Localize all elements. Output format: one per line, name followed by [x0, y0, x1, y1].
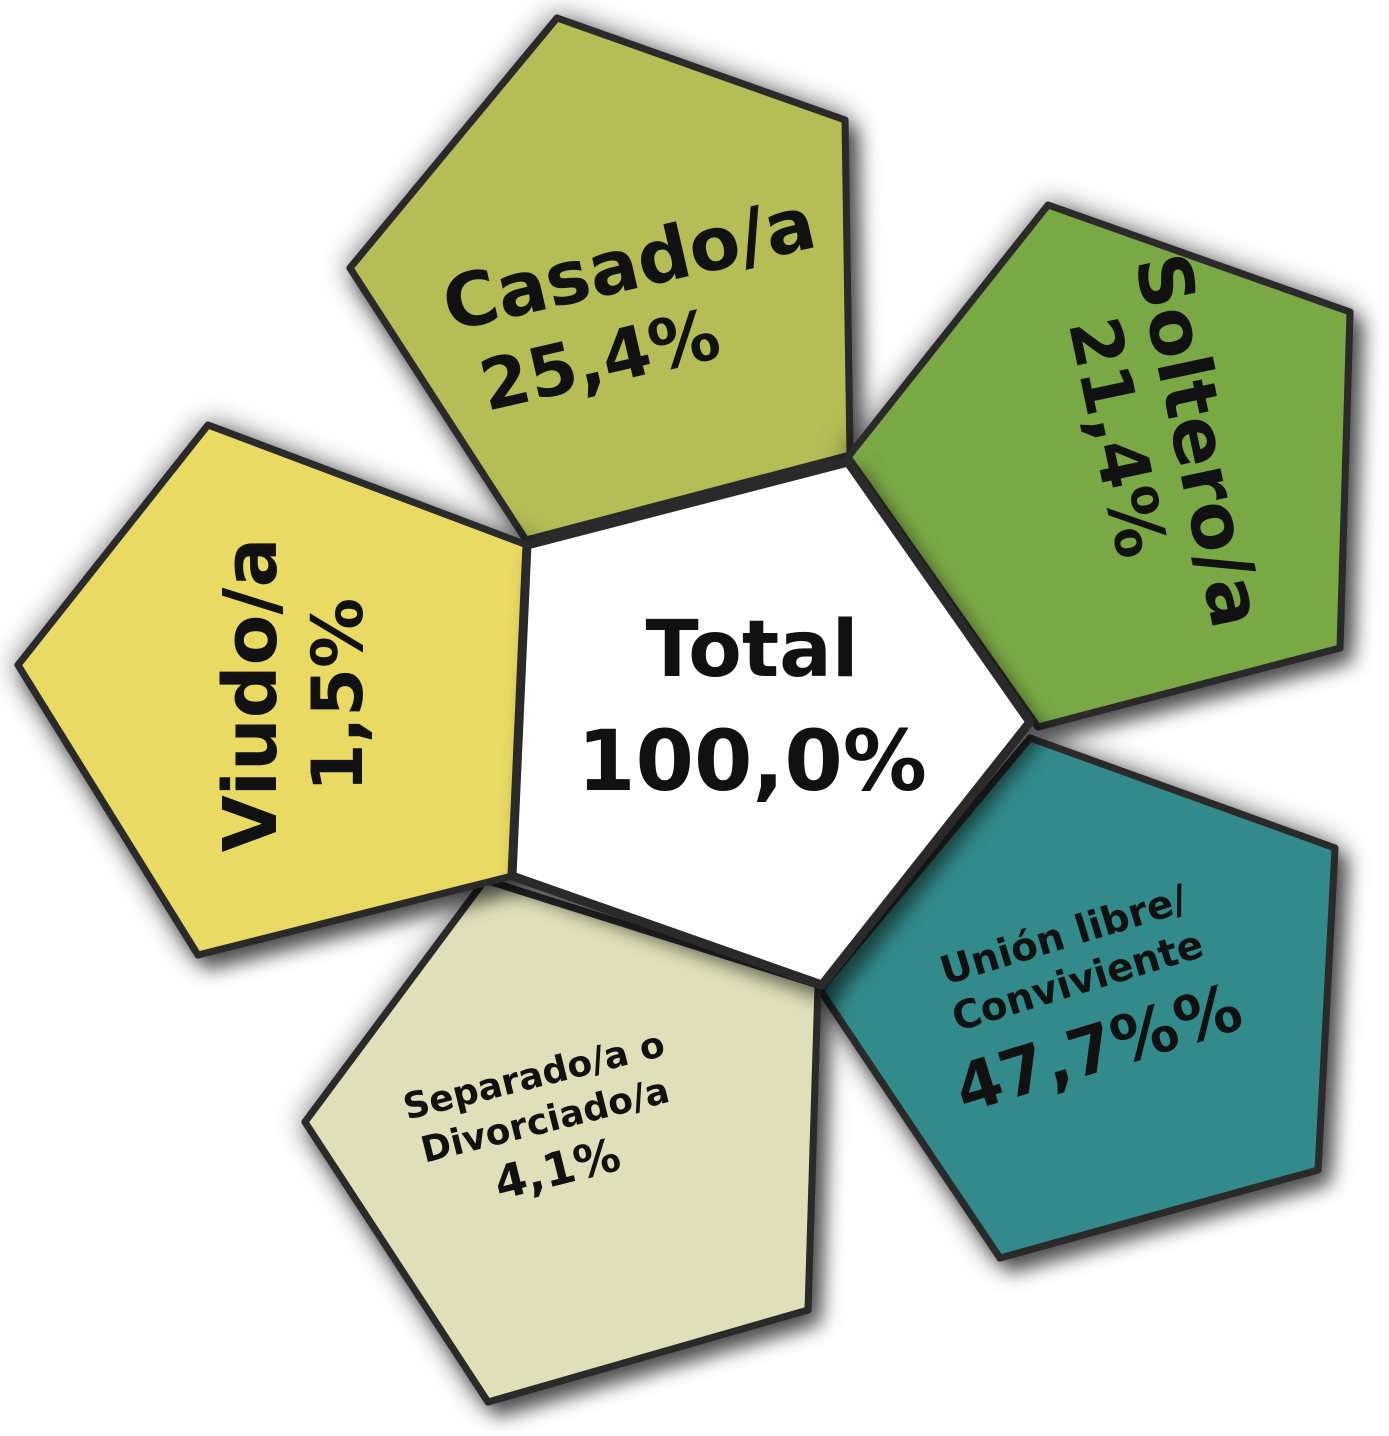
viudo-label: Viudo/a — [208, 538, 294, 853]
viudo-value: 1,5% — [297, 598, 379, 792]
segment-union-libre: Unión libre/ Conviviente 47,7%% — [816, 734, 1339, 1262]
segment-casado: Casado/a 25,4% — [346, 14, 854, 544]
segment-viudo: Viudo/a 1,5% — [14, 421, 531, 959]
center-label: Total — [645, 605, 858, 695]
center-value: 100,0% — [577, 712, 927, 810]
segment-soltero: Soltero/a 21,4% — [844, 201, 1354, 731]
center-shape — [507, 457, 1035, 990]
center-total: Total 100,0% — [507, 457, 1035, 990]
